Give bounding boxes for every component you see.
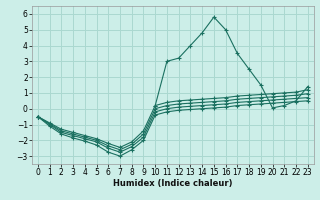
- X-axis label: Humidex (Indice chaleur): Humidex (Indice chaleur): [113, 179, 233, 188]
